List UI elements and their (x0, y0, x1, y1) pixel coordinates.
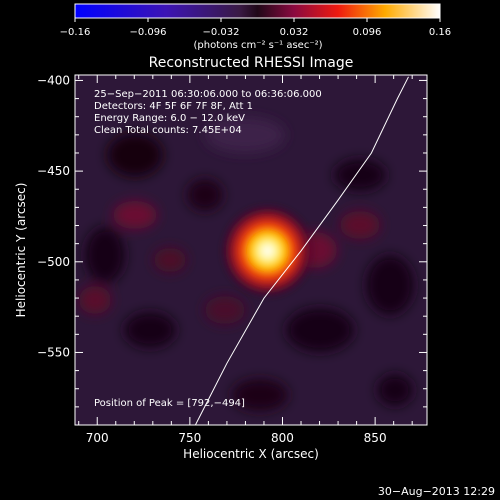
x-axis-label: Heliocentric X (arcsec) (183, 447, 319, 461)
colorbar-ticks: −0.16 −0.096 −0.032 0.032 0.096 0.16 (60, 18, 451, 38)
dark-patch (107, 133, 163, 177)
dim-patch (154, 248, 186, 272)
dark-patch (377, 374, 413, 406)
heatmap-image (75, 75, 427, 425)
x-tick-label: 850 (364, 431, 387, 445)
dim-patch (79, 286, 111, 314)
dark-patch (85, 227, 125, 283)
dim-patch (340, 211, 380, 239)
footer-timestamp: 30−Aug−2013 12:29 (378, 485, 495, 498)
colorbar-tick-label: 0.096 (353, 27, 382, 38)
x-tick-label: 750 (178, 431, 201, 445)
plot-frame (74, 74, 428, 426)
dark-patch (334, 159, 386, 191)
y-tick-label: −550 (37, 345, 70, 359)
annotation-line: Detectors: 4F 5F 6F 7F 8F, Att 1 (94, 101, 253, 112)
faint-patch (205, 117, 285, 153)
x-tick-label: 800 (271, 431, 294, 445)
peak-position-label: Position of Peak = [792,−494] (94, 398, 245, 409)
dark-patch (286, 308, 354, 352)
annotation-line: Energy Range: 6.0 − 12.0 keV (94, 113, 245, 124)
colorbar-unit-label: (photons cm⁻² s⁻¹ asec⁻²) (193, 40, 322, 51)
dark-patch (366, 255, 414, 315)
solar-limb-curve (194, 76, 409, 425)
x-axis-ticks: 700 750 800 850 (78, 75, 413, 445)
annotation-line: Clean Total counts: 7.45E+04 (94, 125, 242, 136)
dark-patch (232, 379, 288, 411)
colorbar-tick-label: 0.16 (429, 27, 451, 38)
dark-patch (187, 179, 223, 211)
annotation-block: 25−Sep−2011 06:30:06.000 to 06:36:06.000… (94, 89, 322, 136)
annotation-line: 25−Sep−2011 06:30:06.000 to 06:36:06.000 (94, 89, 322, 100)
y-tick-label: −400 (37, 73, 70, 87)
colorbar-tick-label: −0.16 (60, 27, 91, 38)
dim-patch (205, 296, 245, 324)
dim-patch (113, 201, 157, 229)
y-tick-label: −500 (37, 255, 70, 269)
colorbar-tick-label: −0.096 (129, 27, 166, 38)
chart-title: Reconstructed RHESSI Image (149, 55, 354, 71)
y-axis-ticks: −400 −450 −500 −550 (37, 73, 427, 426)
colorbar-tick-label: 0.032 (280, 27, 309, 38)
y-axis-label: Heliocentric Y (arcsec) (14, 183, 28, 318)
x-tick-label: 700 (86, 431, 109, 445)
y-tick-label: −450 (37, 164, 70, 178)
peak-source (219, 202, 316, 299)
colorbar-tick-label: −0.032 (202, 27, 239, 38)
dark-patch (124, 312, 176, 348)
colorbar (74, 3, 441, 19)
